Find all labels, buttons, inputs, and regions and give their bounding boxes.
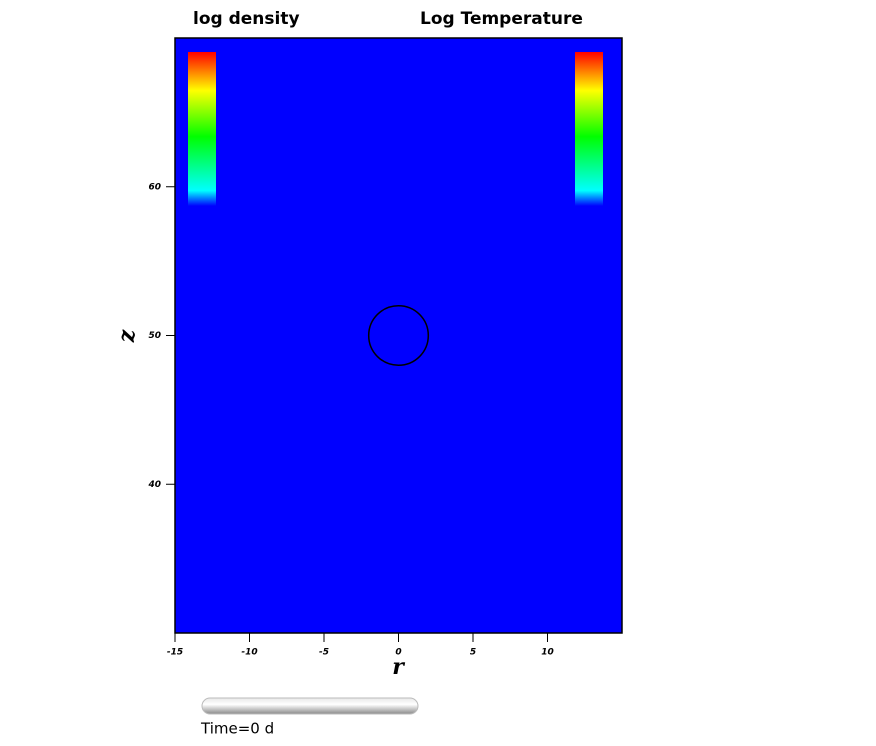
x-tick-label: -5 [319, 648, 329, 658]
colorbar [188, 52, 216, 206]
time-slider[interactable] [201, 697, 419, 715]
title: Log Temperature [420, 9, 583, 29]
y-tick-label: 50 [148, 331, 161, 341]
field [174, 37, 623, 634]
x-tick-label: -15 [167, 648, 183, 658]
x-tick-label: -10 [241, 648, 257, 658]
time-label: Time=0 d [200, 720, 274, 738]
colorbar [575, 52, 603, 206]
circle-marker [367, 305, 430, 366]
y-tick-label: 60 [148, 182, 161, 192]
x-axis-label: r [392, 654, 405, 680]
y-axis-label: z [114, 329, 140, 343]
x-tick-label: 0 [395, 648, 401, 658]
title: log density [193, 9, 300, 29]
plot-area: -15 -10 -5 0 5 10 40 50 60 [147, 37, 623, 658]
x-tick-label: 10 [541, 648, 554, 658]
x-tick-label: 5 [470, 648, 476, 658]
y-tick-label: 40 [147, 480, 161, 490]
